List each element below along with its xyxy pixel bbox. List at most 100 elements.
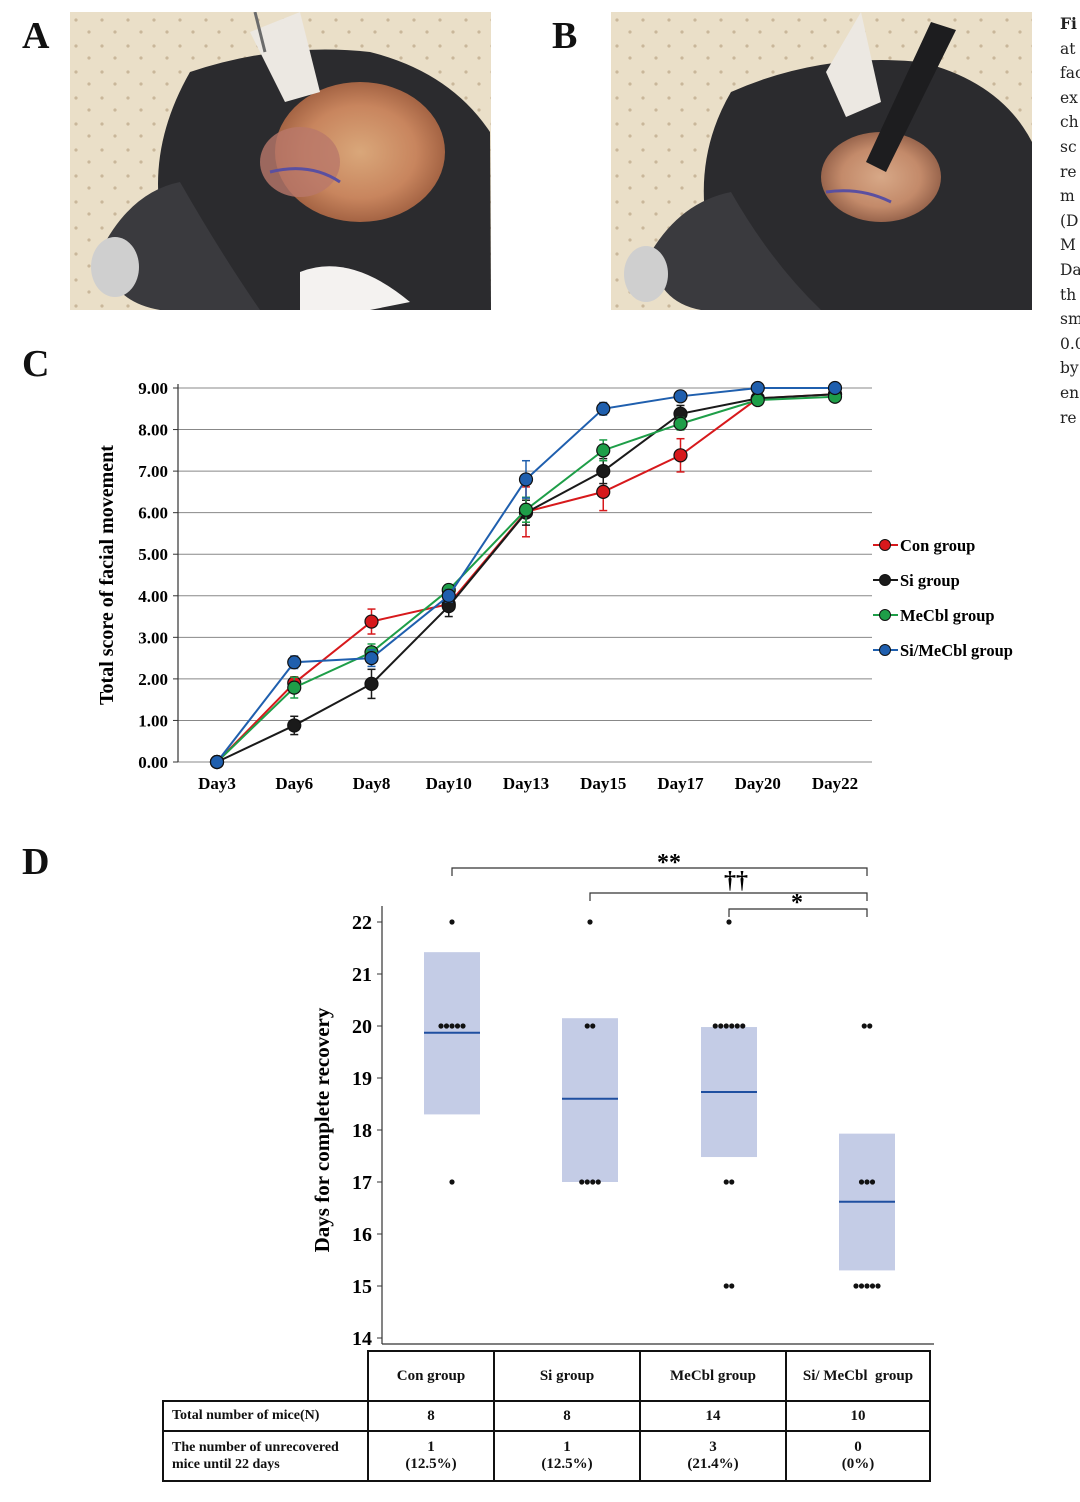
caption-line: m xyxy=(1060,187,1075,206)
x-tick-label: Day8 xyxy=(353,774,391,793)
table-header-row: Con group Si group MeCbl group Si/ MeCbl… xyxy=(163,1350,931,1402)
data-point xyxy=(590,1179,596,1185)
row-label-line: The number of unrecovered xyxy=(172,1440,339,1455)
caption-line: en xyxy=(1060,383,1080,402)
x-tick-label: Day15 xyxy=(580,774,626,793)
data-point xyxy=(729,1179,735,1185)
y-tick-label: 5.00 xyxy=(138,545,168,564)
table-header-si: Si group xyxy=(493,1350,641,1402)
significance-label: * xyxy=(791,890,803,916)
legend-swatch-marker xyxy=(879,609,891,621)
caption-line: fac xyxy=(1060,64,1080,83)
data-point xyxy=(518,472,534,487)
data-point xyxy=(449,1023,455,1029)
data-point xyxy=(853,1283,859,1289)
cell-percent: (12.5%) xyxy=(405,1456,457,1472)
data-point xyxy=(584,1023,590,1029)
y-tick-label: 1.00 xyxy=(138,711,168,730)
table-cell: 1 (12.5%) xyxy=(493,1430,641,1482)
data-point xyxy=(460,1023,466,1029)
significance-label: †† xyxy=(724,868,748,894)
x-tick-label: Day22 xyxy=(812,774,858,793)
caption-line: by xyxy=(1060,359,1079,378)
cell-count: 3 xyxy=(709,1439,717,1455)
y-tick-label: 19 xyxy=(352,1068,372,1090)
data-point xyxy=(443,1023,450,1029)
data-point xyxy=(209,754,225,770)
data-point xyxy=(869,1179,876,1185)
x-tick-label: Day20 xyxy=(735,774,781,793)
group-1 xyxy=(562,919,618,1185)
data-point xyxy=(673,448,688,463)
data-point xyxy=(869,1283,876,1289)
data-point xyxy=(750,392,765,408)
caption-line: Da xyxy=(1060,260,1080,279)
data-point xyxy=(518,502,534,517)
data-point xyxy=(287,655,302,670)
facial-movement-line-chart: 0.00 1.00 2.00 3.00 4.00 5.00 6.00 7.00 8.00 9.00… xyxy=(96,379,1013,793)
data-point xyxy=(712,1023,718,1029)
y-tick-label: 17 xyxy=(352,1172,372,1194)
table-cell: 8 xyxy=(493,1400,641,1432)
series-1 xyxy=(209,387,843,770)
data-point xyxy=(673,389,688,404)
table-row: The number of unrecovered mice until 22 … xyxy=(162,1430,931,1482)
cell-count: 1 xyxy=(427,1439,435,1455)
caption-line: (D xyxy=(1060,211,1079,230)
caption-line: M xyxy=(1060,236,1076,255)
panel-label-b: B xyxy=(552,15,578,57)
significance-bracket xyxy=(589,892,868,901)
caption-line: 0.0 xyxy=(1060,334,1080,353)
row-label-line: mice until 22 days xyxy=(172,1457,280,1472)
data-point xyxy=(596,443,611,458)
data-point xyxy=(723,1283,729,1289)
caption-line: re xyxy=(1060,408,1077,427)
y-tick-label: 2.00 xyxy=(138,670,168,689)
x-tick-label: Day13 xyxy=(503,774,549,793)
significance-bracket xyxy=(728,908,868,917)
data-point xyxy=(584,1179,590,1185)
caption-line: sm xyxy=(1060,310,1080,329)
data-point xyxy=(596,484,611,499)
caption-line: ex xyxy=(1060,88,1078,107)
data-point xyxy=(734,1023,740,1029)
data-point xyxy=(596,401,611,416)
series-line xyxy=(216,387,835,763)
data-point xyxy=(364,651,379,666)
cell-percent: (0%) xyxy=(841,1456,875,1472)
caption-line: re xyxy=(1060,162,1077,181)
x-tick-label: Day10 xyxy=(426,774,472,793)
data-point xyxy=(861,1023,867,1029)
table-cell: 1 (12.5%) xyxy=(367,1430,495,1482)
x-tick-label: Day6 xyxy=(275,774,313,793)
panel-label-c: C xyxy=(22,343,50,385)
table-cell: 10 xyxy=(785,1400,931,1432)
y-axis-label: Days for complete recovery xyxy=(310,1007,334,1252)
legend-swatch-marker xyxy=(879,574,891,586)
data-point xyxy=(864,1283,870,1289)
data-point xyxy=(673,416,688,431)
significance-bracket xyxy=(451,867,868,876)
y-tick-label: 0.00 xyxy=(138,753,168,772)
panel-label-a: A xyxy=(22,15,50,57)
data-point xyxy=(740,1023,746,1029)
y-axis-label: Total score of facial movement xyxy=(96,445,118,705)
y-tick-label: 20 xyxy=(352,1016,372,1038)
caption-line: at xyxy=(1060,39,1076,58)
legend-label: MeCbl group xyxy=(900,606,995,625)
surgical-photo-b xyxy=(611,12,1032,310)
data-point xyxy=(726,919,732,925)
data-point xyxy=(595,1179,601,1185)
data-point xyxy=(596,464,611,479)
figure-caption: Fi at fac ex ch sc re m (D M Da th sm 0.0 by en re xyxy=(1060,12,1080,430)
data-point xyxy=(858,1283,865,1289)
y-tick-label: 9.00 xyxy=(138,379,168,398)
recovery-days-box-chart: 14 15 16 17 18 19 20 21 22 Days for complete reco… xyxy=(310,850,934,1350)
mice-summary-table: Con group Si group MeCbl group Si/ MeCbl… xyxy=(162,1350,931,1482)
series-line xyxy=(216,393,836,763)
data-point xyxy=(287,680,302,695)
table-cell: 14 xyxy=(639,1400,787,1432)
series-3 xyxy=(209,380,843,770)
data-point xyxy=(729,1023,735,1029)
data-point xyxy=(364,676,379,691)
